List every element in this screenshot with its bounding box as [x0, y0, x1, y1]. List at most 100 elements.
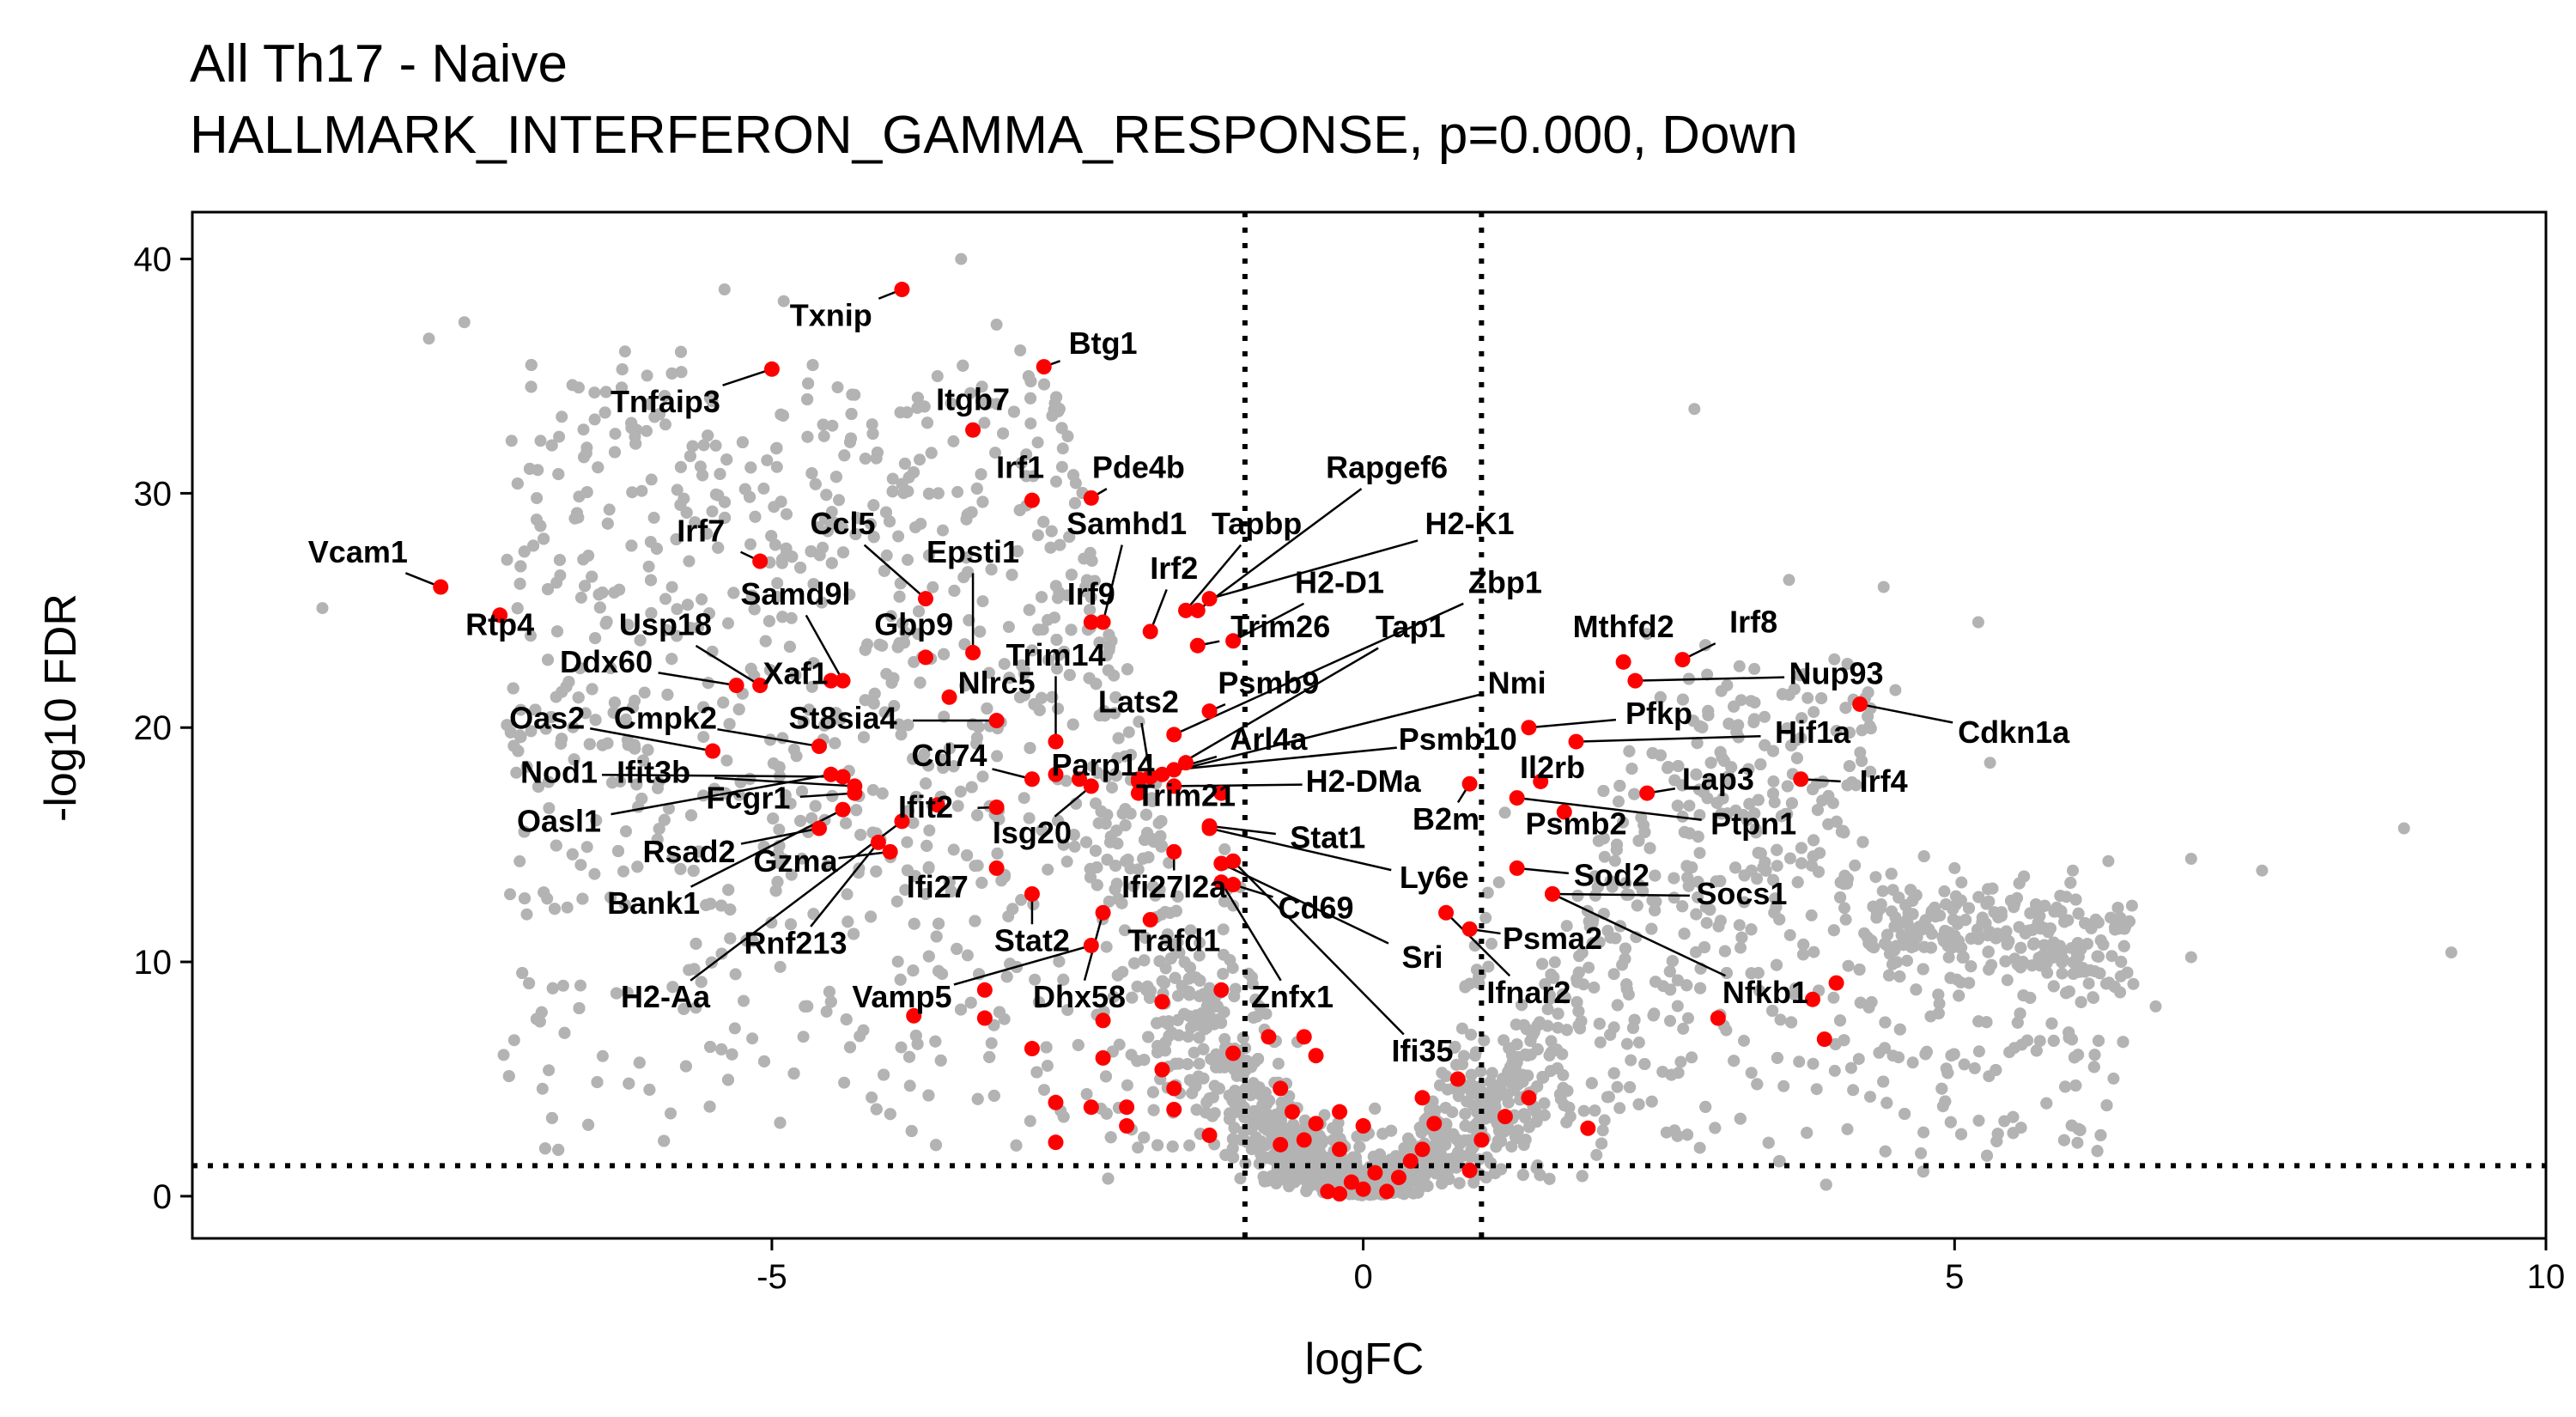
background-point: [1049, 580, 1062, 593]
background-point: [1147, 1104, 1160, 1116]
background-point: [1738, 1034, 1750, 1047]
background-point: [545, 1111, 558, 1124]
background-point: [1811, 804, 1824, 817]
background-point: [871, 447, 884, 459]
background-point: [866, 428, 879, 440]
background-point: [534, 520, 547, 532]
background-point: [580, 841, 593, 854]
background-point: [727, 587, 740, 599]
background-point: [1552, 1021, 1564, 1034]
background-point: [510, 766, 523, 779]
background-point: [922, 861, 935, 873]
background-point: [1668, 872, 1680, 885]
background-point: [665, 581, 678, 593]
background-point: [1596, 1124, 1609, 1137]
background-point: [922, 1089, 935, 1102]
background-point: [870, 865, 883, 878]
background-point: [2053, 944, 2066, 957]
background-point: [1369, 1102, 1382, 1115]
background-point: [976, 496, 989, 508]
background-point: [1839, 913, 1852, 926]
background-point: [770, 460, 783, 473]
background-point: [951, 942, 963, 955]
background-point: [1573, 950, 1585, 963]
background-point: [1050, 391, 1063, 404]
background-point: [1560, 920, 1573, 933]
background-point: [843, 588, 856, 601]
background-point: [1163, 856, 1176, 869]
background-point: [609, 428, 622, 441]
background-point: [1752, 794, 1765, 806]
background-point: [1183, 1139, 1196, 1152]
background-point: [1061, 1004, 1074, 1017]
background-point: [732, 703, 745, 715]
background-point: [1061, 589, 1074, 602]
background-point: [2094, 934, 2107, 947]
background-point: [892, 530, 905, 543]
background-point: [1664, 1014, 1676, 1027]
background-point: [903, 1050, 915, 1063]
background-point: [1862, 937, 1875, 950]
background-point: [1577, 1104, 1590, 1117]
background-point: [1625, 1054, 1637, 1067]
background-point: [1665, 1068, 1678, 1081]
background-point: [588, 867, 601, 880]
background-point: [783, 641, 796, 654]
background-point: [817, 429, 830, 442]
background-point: [1877, 1075, 1890, 1088]
background-point: [553, 554, 566, 567]
background-point: [642, 560, 655, 573]
background-point: [938, 648, 951, 660]
background-point: [2047, 980, 2060, 993]
background-point: [934, 1054, 947, 1067]
background-point: [826, 419, 839, 432]
background-point: [1915, 1146, 1928, 1159]
background-point: [1604, 874, 1617, 887]
background-point: [1057, 1110, 1070, 1123]
background-point: [1807, 834, 1820, 847]
background-point: [674, 460, 687, 473]
background-point: [870, 1103, 883, 1116]
background-point: [895, 728, 908, 741]
background-point: [556, 411, 568, 423]
background-point: [1733, 660, 1746, 672]
background-point: [1899, 1108, 1911, 1120]
background-point: [1678, 927, 1691, 940]
background-point: [1944, 971, 1957, 984]
background-point: [757, 482, 770, 495]
background-point: [2065, 1119, 2078, 1132]
background-point: [1104, 1131, 1117, 1144]
background-point: [1816, 794, 1829, 807]
background-point: [2094, 1128, 2107, 1141]
background-point: [1879, 1042, 1891, 1055]
background-point: [1986, 882, 1999, 895]
background-point: [758, 1055, 770, 1067]
background-point: [795, 852, 808, 865]
background-point: [1838, 826, 1850, 839]
background-point: [645, 574, 657, 587]
background-point: [660, 623, 673, 636]
background-point: [1125, 748, 1137, 761]
background-point: [1838, 902, 1850, 915]
background-point: [1611, 1080, 1624, 1093]
background-point: [794, 562, 807, 574]
background-point: [1121, 1079, 1133, 1092]
background-point: [775, 408, 787, 421]
background-point: [805, 812, 818, 824]
background-point: [1781, 780, 1794, 793]
background-point: [686, 440, 699, 453]
background-point: [1102, 1172, 1115, 1185]
background-point: [1905, 884, 1917, 897]
background-point: [1193, 1031, 1206, 1044]
background-point: [1797, 938, 1810, 951]
background-point: [1539, 977, 1552, 990]
background-point: [876, 639, 889, 652]
background-point: [1031, 529, 1044, 542]
background-point: [1771, 843, 1783, 856]
background-point: [1545, 1035, 1558, 1048]
background-point: [520, 908, 533, 921]
background-point: [787, 743, 800, 756]
background-point: [991, 750, 1004, 763]
background-point: [2100, 1099, 2113, 1112]
